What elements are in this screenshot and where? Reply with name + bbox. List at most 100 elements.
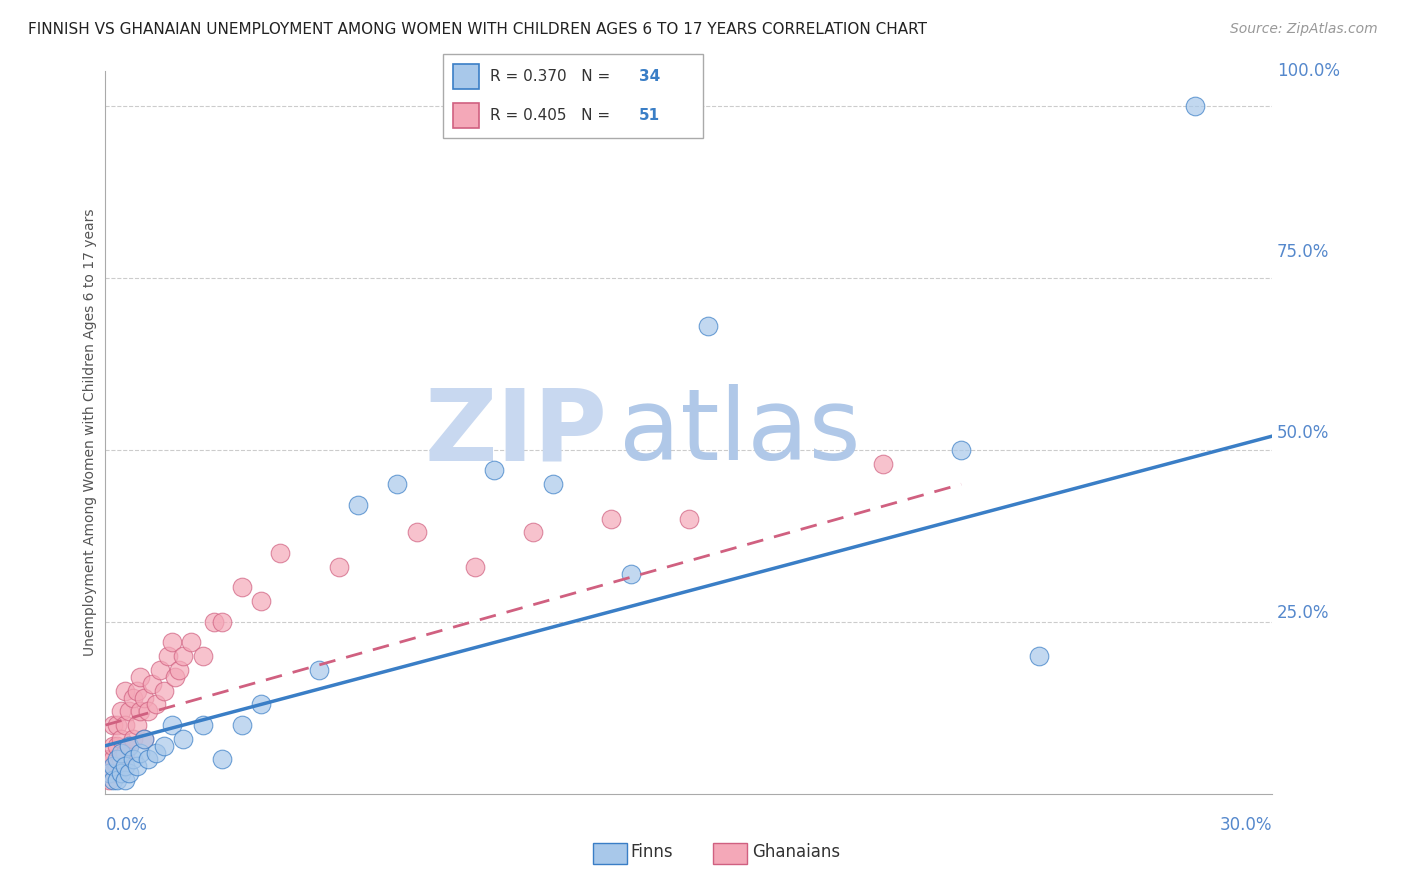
- Point: [145, 698, 167, 712]
- Point: [145, 746, 167, 760]
- Point: [114, 759, 136, 773]
- Text: 75.0%: 75.0%: [1277, 243, 1329, 261]
- Point: [160, 718, 183, 732]
- Point: [180, 635, 202, 649]
- Point: [121, 690, 143, 705]
- Point: [105, 718, 128, 732]
- Point: [231, 718, 253, 732]
- Point: [134, 731, 156, 746]
- Point: [172, 649, 194, 664]
- Point: [103, 718, 125, 732]
- Point: [103, 759, 125, 773]
- Text: FINNISH VS GHANAIAN UNEMPLOYMENT AMONG WOMEN WITH CHILDREN AGES 6 TO 17 YEARS CO: FINNISH VS GHANAIAN UNEMPLOYMENT AMONG W…: [28, 22, 927, 37]
- Point: [1028, 649, 1050, 664]
- Point: [328, 559, 350, 574]
- Text: atlas: atlas: [619, 384, 860, 481]
- Point: [191, 718, 214, 732]
- Point: [129, 704, 152, 718]
- Point: [136, 704, 159, 718]
- Text: 25.0%: 25.0%: [1277, 604, 1329, 623]
- Point: [156, 649, 179, 664]
- Point: [125, 718, 148, 732]
- Point: [121, 752, 143, 766]
- Point: [172, 731, 194, 746]
- Point: [114, 746, 136, 760]
- Point: [250, 698, 273, 712]
- Point: [118, 704, 141, 718]
- Point: [872, 457, 894, 471]
- Point: [950, 442, 973, 457]
- Point: [98, 766, 121, 780]
- Point: [149, 663, 172, 677]
- Point: [522, 525, 544, 540]
- Point: [160, 635, 183, 649]
- Point: [98, 773, 121, 788]
- Bar: [453, 103, 479, 128]
- Point: [114, 718, 136, 732]
- Point: [191, 649, 214, 664]
- Point: [105, 739, 128, 753]
- Point: [152, 683, 174, 698]
- Text: 0.0%: 0.0%: [105, 815, 148, 833]
- Point: [405, 525, 427, 540]
- Point: [464, 559, 486, 574]
- Point: [110, 731, 132, 746]
- Point: [125, 683, 148, 698]
- Point: [347, 498, 370, 512]
- Text: Ghanaians: Ghanaians: [752, 843, 841, 861]
- Point: [129, 746, 152, 760]
- Point: [118, 766, 141, 780]
- Text: R = 0.405   N =: R = 0.405 N =: [489, 108, 614, 123]
- Point: [269, 546, 292, 560]
- FancyBboxPatch shape: [443, 54, 703, 138]
- Point: [211, 615, 233, 629]
- Point: [484, 463, 506, 477]
- Point: [308, 663, 330, 677]
- Point: [103, 752, 125, 766]
- Point: [110, 704, 132, 718]
- Point: [118, 739, 141, 753]
- Point: [103, 766, 125, 780]
- Point: [211, 752, 233, 766]
- Point: [105, 752, 128, 766]
- Point: [136, 752, 159, 766]
- Point: [600, 511, 623, 525]
- Point: [250, 594, 273, 608]
- Text: R = 0.370   N =: R = 0.370 N =: [489, 69, 614, 84]
- Point: [110, 766, 132, 780]
- Point: [98, 752, 121, 766]
- Text: 51: 51: [640, 108, 661, 123]
- Point: [697, 318, 720, 333]
- Point: [105, 773, 128, 788]
- Point: [103, 739, 125, 753]
- Bar: [453, 63, 479, 89]
- Point: [105, 759, 128, 773]
- Point: [165, 670, 187, 684]
- Text: 100.0%: 100.0%: [1277, 62, 1340, 80]
- Point: [110, 752, 132, 766]
- Text: Source: ZipAtlas.com: Source: ZipAtlas.com: [1230, 22, 1378, 37]
- Y-axis label: Unemployment Among Women with Children Ages 6 to 17 years: Unemployment Among Women with Children A…: [83, 209, 97, 657]
- Point: [202, 615, 225, 629]
- Point: [114, 683, 136, 698]
- Point: [134, 731, 156, 746]
- Point: [152, 739, 174, 753]
- Text: 30.0%: 30.0%: [1220, 815, 1272, 833]
- Point: [114, 773, 136, 788]
- Point: [118, 739, 141, 753]
- Point: [141, 677, 163, 691]
- Point: [619, 566, 641, 581]
- Point: [1184, 99, 1206, 113]
- Point: [231, 581, 253, 595]
- Point: [169, 663, 191, 677]
- Point: [129, 670, 152, 684]
- Text: 34: 34: [640, 69, 661, 84]
- Point: [103, 773, 125, 788]
- Point: [110, 746, 132, 760]
- Point: [98, 759, 121, 773]
- Point: [134, 690, 156, 705]
- Text: Finns: Finns: [630, 843, 672, 861]
- Point: [678, 511, 700, 525]
- Point: [541, 477, 564, 491]
- Point: [125, 759, 148, 773]
